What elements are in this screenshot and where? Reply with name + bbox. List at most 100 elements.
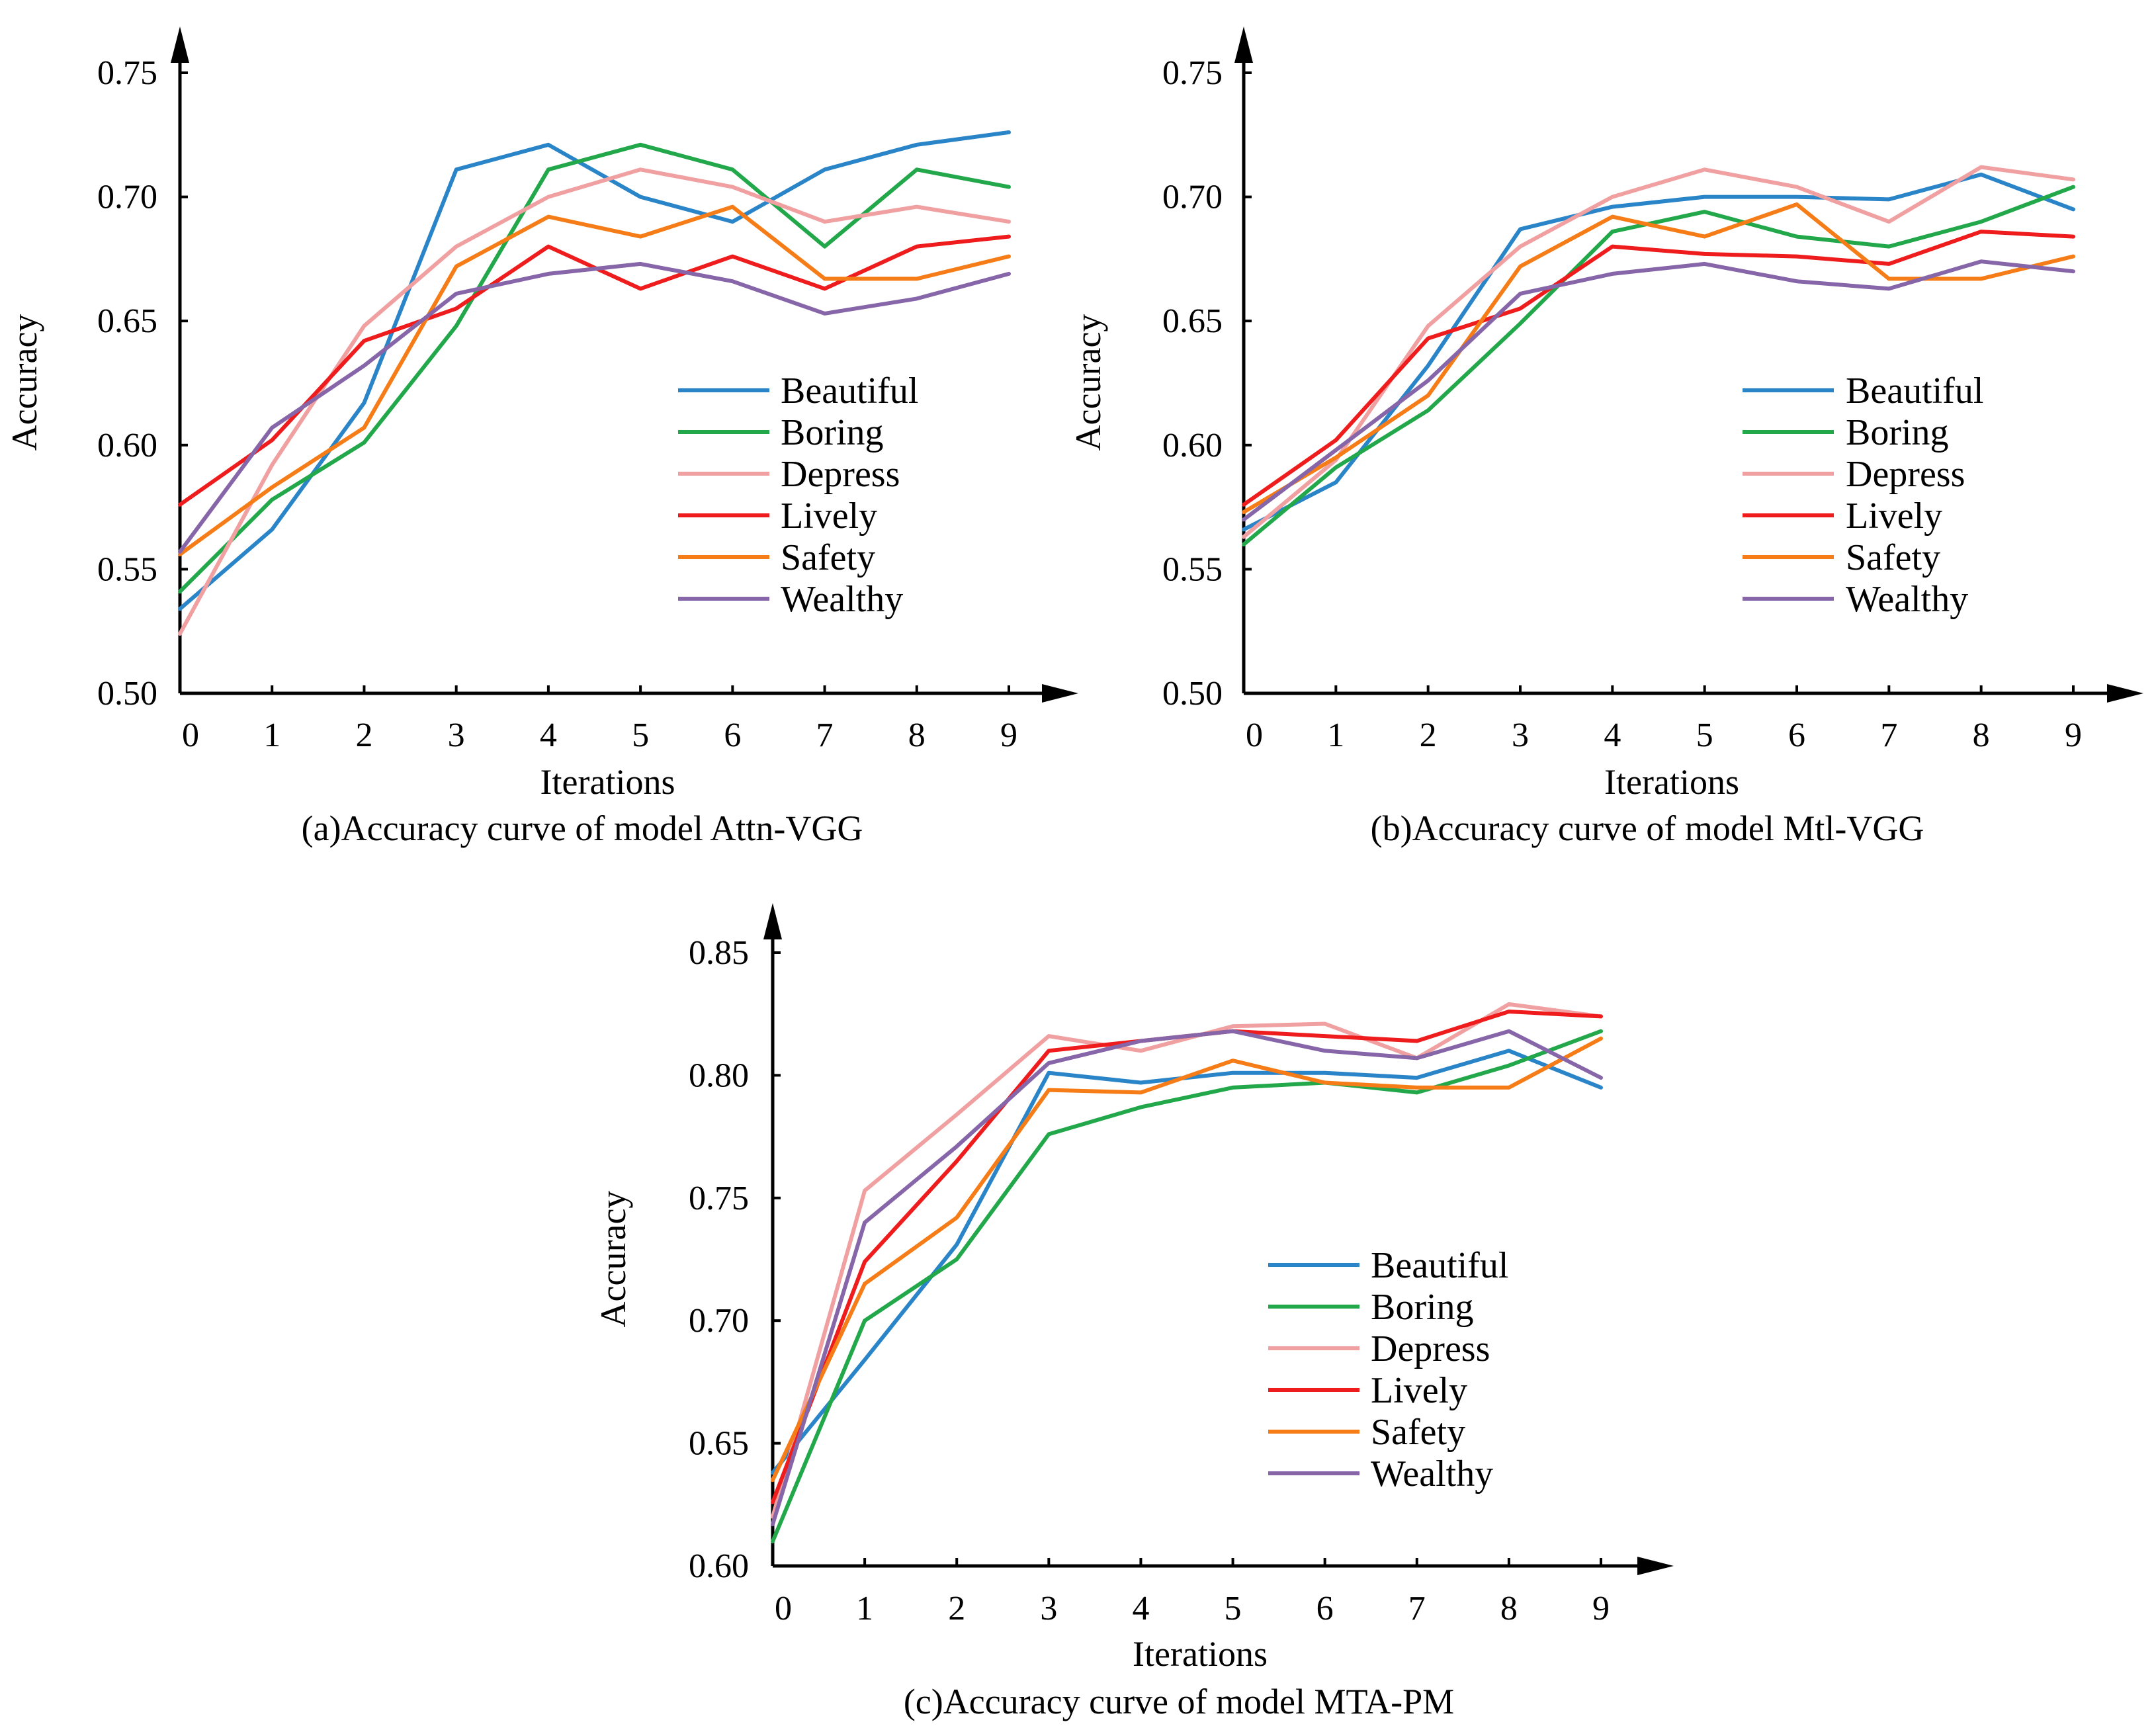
legend-label: Depress xyxy=(1371,1328,1490,1369)
x-axis-title: Iterations xyxy=(540,762,675,802)
x-tick-label: 7 xyxy=(816,716,834,754)
x-tick-label: 6 xyxy=(1788,716,1805,754)
x-tick-label: 2 xyxy=(948,1590,965,1627)
legend-label: Depress xyxy=(1846,454,1965,495)
x-tick-label: 8 xyxy=(1973,716,1990,754)
legend-label: Beautiful xyxy=(1846,370,1983,411)
x-tick-label: 3 xyxy=(1512,716,1529,754)
x-tick-label: 3 xyxy=(448,716,465,754)
legend-label: Wealthy xyxy=(1846,579,1968,620)
series-line-wealthy xyxy=(1242,259,2075,522)
series-line-boring xyxy=(178,142,1011,594)
x-axis-arrow-icon xyxy=(1637,1557,1674,1575)
series-line-boring xyxy=(1242,185,2075,546)
y-tick-label: 0.85 xyxy=(689,934,749,972)
legend-label: Lively xyxy=(781,496,877,537)
x-tick-label: 6 xyxy=(1316,1590,1334,1627)
x-tick-label: 1 xyxy=(856,1590,873,1627)
legend: BeautifulBoringDepressLivelySafetyWealth… xyxy=(1743,370,1983,620)
y-axis-arrow-icon xyxy=(1234,26,1253,63)
y-axis-arrow-icon xyxy=(171,26,189,63)
y-tick-label: 0.80 xyxy=(689,1057,749,1094)
y-axis-arrow-icon xyxy=(763,903,782,939)
legend-label: Safety xyxy=(1371,1412,1465,1453)
chart-caption: (c)Accuracy curve of model MTA-PM xyxy=(904,1682,1454,1721)
x-axis-arrow-icon xyxy=(1042,684,1078,703)
legend-label: Safety xyxy=(781,537,875,578)
y-tick-label: 0.70 xyxy=(689,1302,749,1340)
y-axis-title: Accuracy xyxy=(1068,314,1108,451)
legend-label: Boring xyxy=(1371,1287,1474,1328)
chart-caption: (a)Accuracy curve of model Attn-VGG xyxy=(302,808,863,848)
x-tick-label: 4 xyxy=(540,716,557,754)
y-tick-label: 0.65 xyxy=(689,1425,749,1463)
y-tick-label: 0.60 xyxy=(689,1547,749,1585)
x-tick-label: 2 xyxy=(1420,716,1437,754)
y-tick-label: 0.50 xyxy=(97,675,157,713)
legend-label: Beautiful xyxy=(781,370,918,411)
series-line-beautiful xyxy=(178,130,1011,611)
legend-label: Lively xyxy=(1846,496,1942,537)
x-axis-arrow-icon xyxy=(2107,684,2143,703)
x-axis-title: Iterations xyxy=(1133,1634,1268,1674)
x-tick-label: 8 xyxy=(908,716,926,754)
y-tick-label: 0.60 xyxy=(1162,427,1223,464)
series-line-depress xyxy=(1242,165,2075,539)
legend-label: Boring xyxy=(1846,412,1949,453)
x-axis-title: Iterations xyxy=(1604,762,1739,802)
legend-label: Beautiful xyxy=(1371,1245,1508,1286)
x-tick-label: 7 xyxy=(1408,1590,1426,1627)
x-tick-label: 3 xyxy=(1040,1590,1057,1627)
x-tick-label: 9 xyxy=(1592,1590,1610,1627)
x-tick-label: 0 xyxy=(182,716,199,754)
y-tick-label: 0.55 xyxy=(97,550,157,588)
series-line-safety xyxy=(178,204,1011,556)
y-tick-label: 0.55 xyxy=(1162,550,1223,588)
legend-label: Boring xyxy=(781,412,884,453)
y-tick-label: 0.75 xyxy=(1162,54,1223,92)
y-axis-title: Accuracy xyxy=(5,314,44,451)
y-tick-label: 0.65 xyxy=(97,302,157,340)
legend: BeautifulBoringDepressLivelySafetyWealth… xyxy=(1268,1245,1508,1494)
series-line-wealthy xyxy=(178,261,1011,554)
series-line-safety xyxy=(771,1036,1603,1483)
series-line-wealthy xyxy=(771,1029,1603,1526)
series-line-boring xyxy=(771,1029,1603,1543)
x-tick-label: 8 xyxy=(1500,1590,1518,1627)
x-tick-label: 5 xyxy=(632,716,649,754)
series-line-lively xyxy=(1242,230,2075,507)
x-tick-label: 5 xyxy=(1696,716,1713,754)
series-line-depress xyxy=(771,1002,1603,1519)
legend-label: Lively xyxy=(1371,1370,1467,1411)
y-tick-label: 0.70 xyxy=(1162,179,1223,216)
series-line-safety xyxy=(1242,202,2075,515)
y-tick-label: 0.50 xyxy=(1162,675,1223,713)
x-tick-label: 5 xyxy=(1225,1590,1242,1627)
y-tick-label: 0.65 xyxy=(1162,302,1223,340)
y-tick-label: 0.70 xyxy=(97,179,157,216)
x-tick-label: 2 xyxy=(355,716,372,754)
x-tick-label: 1 xyxy=(1327,716,1344,754)
y-tick-label: 0.75 xyxy=(689,1180,749,1217)
x-tick-label: 4 xyxy=(1604,716,1621,754)
chart-panel-0: 0.50 0.55 0.60 0.65 0.70 0.75 0 1 2 3 4 5 6 7 8 9 Iterat… xyxy=(5,26,1078,848)
legend: BeautifulBoringDepressLivelySafetyWealth… xyxy=(678,370,918,620)
legend-label: Safety xyxy=(1846,537,1940,578)
x-tick-label: 4 xyxy=(1132,1590,1149,1627)
y-axis-title: Accuracy xyxy=(593,1191,633,1328)
x-tick-label: 0 xyxy=(775,1590,792,1627)
x-tick-label: 9 xyxy=(2065,716,2082,754)
chart-panel-1: 0.50 0.55 0.60 0.65 0.70 0.75 0 1 2 3 4 5 6 7 8 9 Iterat… xyxy=(1068,26,2143,848)
x-tick-label: 6 xyxy=(724,716,741,754)
x-tick-label: 1 xyxy=(263,716,280,754)
y-tick-label: 0.60 xyxy=(97,427,157,464)
legend-label: Wealthy xyxy=(781,579,903,620)
x-tick-label: 7 xyxy=(1880,716,1897,754)
series-line-beautiful xyxy=(1242,172,2075,532)
legend-label: Wealthy xyxy=(1371,1453,1493,1494)
x-tick-label: 9 xyxy=(1000,716,1017,754)
legend-label: Depress xyxy=(781,454,900,495)
x-tick-label: 0 xyxy=(1246,716,1263,754)
y-tick-label: 0.75 xyxy=(97,54,157,92)
